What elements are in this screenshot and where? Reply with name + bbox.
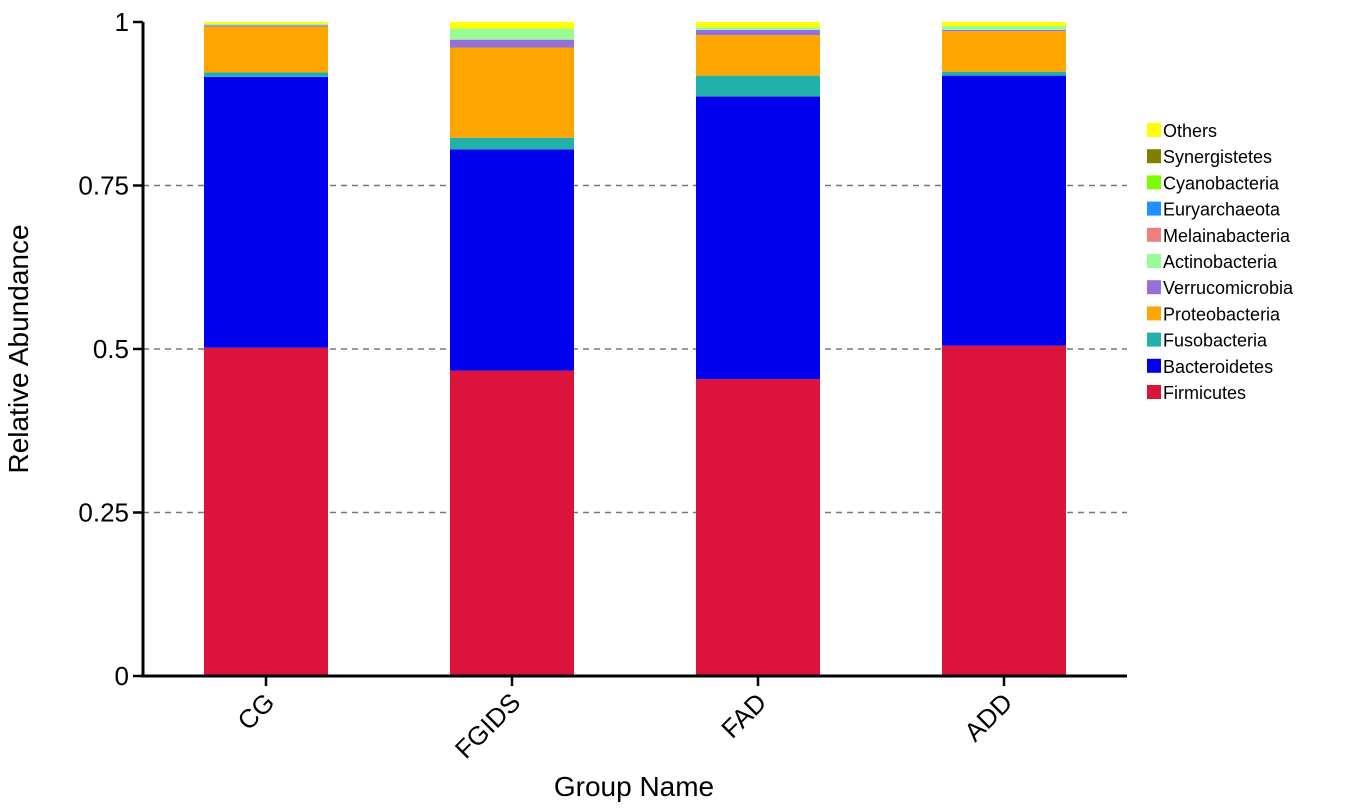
legend-swatch-melainabacteria [1147,227,1161,242]
legend-swatch-firmicutes [1147,385,1161,399]
x-tick-label: FAD [715,687,772,744]
bar-segment-cg-firmicutes [204,347,328,676]
x-ticks: CG FGIDS FAD ADD [231,676,1018,764]
bar-segment-fad-verrucomicrobia [696,29,820,36]
bar-segment-fad-proteobacteria [696,35,820,76]
y-ticks: 0 0.25 0.5 0.75 1 [78,7,143,691]
bar-segment-fad-firmicutes [696,379,820,676]
legend-label-proteobacteria: Proteobacteria [1163,304,1281,324]
bar-segment-cg-actinobacteria [204,23,328,26]
bar-segment-fgids-others [450,22,574,29]
legend-label-euryarchaeota: Euryarchaeota [1163,200,1281,220]
legend-label-fusobacteria: Fusobacteria [1163,331,1268,351]
bar-segment-add-firmicutes [942,345,1066,676]
bar-segment-add-actinobacteria [942,25,1066,30]
y-tick-label: 0 [115,661,129,691]
legend-label-firmicutes: Firmicutes [1163,383,1246,403]
bar-segment-fgids-actinobacteria [450,28,574,40]
bar-segment-fad-actinobacteria [696,27,820,30]
legend-swatch-others [1147,123,1161,137]
bar-segment-fad-fusobacteria [696,75,820,97]
bar-segment-add-proteobacteria [942,31,1066,72]
legend-label-verrucomicrobia: Verrucomicrobia [1163,278,1294,298]
legend-swatch-cyanobacteria [1147,175,1161,190]
y-tick-label: 0.25 [78,498,129,528]
x-tick-label: FGIDS [449,687,526,764]
x-tick-label: ADD [958,687,1018,747]
y-tick-label: 0.5 [93,334,129,364]
legend-label-others: Others [1163,121,1217,141]
bar-segment-fgids-fusobacteria [450,137,574,150]
legend-swatch-synergistetes [1147,149,1161,164]
bar-segment-fgids-proteobacteria [450,47,574,138]
bar-segment-cg-fusobacteria [204,72,328,77]
legend-label-cyanobacteria: Cyanobacteria [1163,173,1280,193]
bar-segment-add-fusobacteria [942,71,1066,76]
bar-segment-cg-proteobacteria [204,26,328,73]
bars [204,22,1066,676]
bar-segment-fad-bacteroidetes [696,96,820,380]
bar-segment-cg-bacteroidetes [204,76,328,348]
legend-swatch-euryarchaeota [1147,201,1161,216]
bar-segment-add-others [942,22,1066,26]
bar-segment-add-bacteroidetes [942,75,1066,346]
x-tick-label: CG [231,687,280,736]
legend-swatch-fusobacteria [1147,332,1161,347]
bar-segment-fad-others [696,22,820,28]
y-tick-label: 1 [115,7,129,37]
legend-swatch-verrucomicrobia [1147,280,1161,295]
bar-segment-cg-verrucomicrobia [204,25,328,27]
bar-segment-fgids-verrucomicrobia [450,39,574,48]
bar-segment-add-verrucomicrobia [942,29,1066,32]
legend-swatch-proteobacteria [1147,306,1161,321]
bar-segment-fgids-firmicutes [450,370,574,676]
legend-label-bacteroidetes: Bacteroidetes [1163,357,1273,377]
legend-swatch-actinobacteria [1147,254,1161,268]
y-tick-label: 0.75 [78,171,129,201]
bar-segment-fgids-bacteroidetes [450,149,574,371]
y-axis-title: Relative Abundance [3,224,34,473]
legend-label-actinobacteria: Actinobacteria [1163,252,1278,272]
legend-swatch-bacteroidetes [1147,358,1161,373]
legend-label-synergistetes: Synergistetes [1163,147,1272,167]
bar-segment-cg-others [204,22,328,24]
x-axis-title: Group Name [554,771,714,802]
legend: Others Synergistetes Cyanobacteria Euryarch… [1147,121,1294,403]
legend-label-melainabacteria: Melainabacteria [1163,226,1291,246]
